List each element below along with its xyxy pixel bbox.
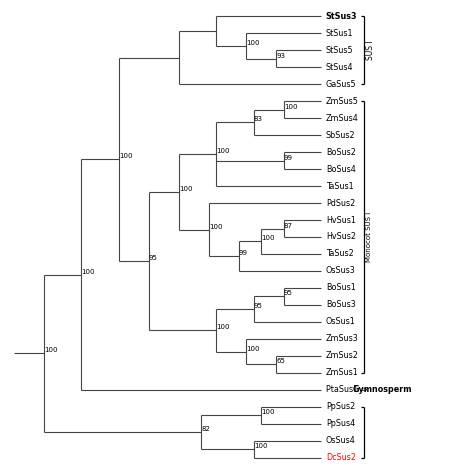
Text: BoSus3: BoSus3: [326, 301, 356, 310]
Text: GaSus5: GaSus5: [326, 80, 356, 89]
Text: StSus5: StSus5: [326, 46, 354, 55]
Text: 65: 65: [276, 358, 285, 365]
Text: DcSus2: DcSus2: [326, 453, 356, 462]
Text: ZmSus1: ZmSus1: [326, 368, 358, 377]
Text: 100: 100: [179, 186, 192, 192]
Text: 87: 87: [284, 222, 293, 228]
Text: 100: 100: [209, 224, 222, 229]
Text: ZmSus2: ZmSus2: [326, 351, 359, 360]
Text: 100: 100: [261, 409, 275, 415]
Text: StSus1: StSus1: [326, 29, 353, 38]
Text: ZmSus3: ZmSus3: [326, 334, 358, 343]
Text: BoSus4: BoSus4: [326, 164, 356, 173]
Text: 95: 95: [149, 255, 158, 261]
Text: 82: 82: [201, 426, 210, 432]
Text: 100: 100: [284, 104, 297, 109]
Text: Monocot SUS I: Monocot SUS I: [366, 212, 372, 262]
Text: BoSus1: BoSus1: [326, 283, 356, 292]
Text: OsSus1: OsSus1: [326, 318, 356, 327]
Text: TaSus1: TaSus1: [326, 182, 354, 191]
Text: 83: 83: [254, 117, 263, 122]
Text: 100: 100: [217, 148, 230, 154]
Text: 99: 99: [239, 250, 248, 256]
Text: PtaSus1 ⇒: PtaSus1 ⇒: [326, 385, 370, 394]
Text: 100: 100: [246, 40, 260, 46]
Text: PdSus2: PdSus2: [326, 199, 355, 208]
Text: HvSus2: HvSus2: [326, 233, 356, 241]
Text: PpSus4: PpSus4: [326, 419, 355, 428]
Text: 100: 100: [261, 235, 275, 241]
Text: TaSus2: TaSus2: [326, 249, 354, 258]
Text: OsSus3: OsSus3: [326, 266, 356, 275]
Text: PpSus2: PpSus2: [326, 402, 355, 411]
Text: StSus4: StSus4: [326, 63, 353, 72]
Text: Gymnosperm: Gymnosperm: [353, 385, 412, 394]
Text: 100: 100: [82, 269, 95, 274]
Text: ZmSus5: ZmSus5: [326, 97, 359, 106]
Text: 100: 100: [44, 347, 57, 354]
Text: 95: 95: [284, 291, 293, 296]
Text: StSus3: StSus3: [326, 12, 357, 21]
Text: 100: 100: [217, 324, 230, 330]
Text: SUS I: SUS I: [366, 40, 375, 60]
Text: 95: 95: [254, 303, 263, 309]
Text: 93: 93: [276, 53, 285, 59]
Text: 100: 100: [119, 154, 132, 159]
Text: SbSus2: SbSus2: [326, 131, 356, 140]
Text: ZmSus4: ZmSus4: [326, 114, 358, 123]
Text: 99: 99: [284, 155, 293, 161]
Text: BoSus2: BoSus2: [326, 147, 356, 156]
Text: 100: 100: [246, 346, 260, 352]
Text: HvSus1: HvSus1: [326, 216, 356, 225]
Text: 100: 100: [254, 443, 267, 449]
Text: OsSus4: OsSus4: [326, 436, 356, 445]
